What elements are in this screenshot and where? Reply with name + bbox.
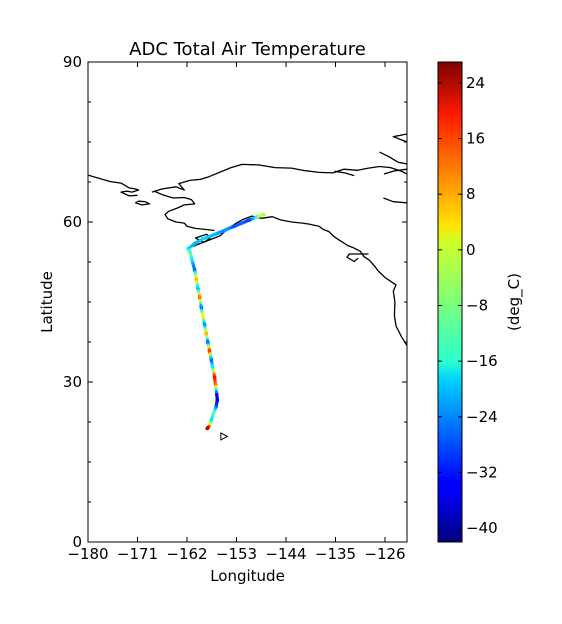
colorbar-gradient	[437, 61, 463, 543]
colorbar-tick-label: −40	[466, 519, 498, 537]
y-tick-label: 30	[63, 373, 82, 391]
coastline-2	[153, 190, 215, 232]
trajectory-segment-point	[192, 267, 196, 271]
coastline-0	[88, 174, 140, 197]
trajectory-segment-point	[239, 222, 243, 226]
plot-area	[87, 61, 408, 543]
colorbar-tick-label: −8	[466, 296, 488, 314]
x-tick-label: −135	[315, 545, 356, 563]
trajectory-segment-point	[261, 213, 266, 217]
colorbar-label: (deg_C)	[505, 273, 524, 331]
trajectory-segment-point	[206, 426, 210, 430]
trajectory-segment-point	[246, 218, 250, 222]
trajectory-segment-point	[196, 285, 200, 289]
plot-frame	[87, 61, 408, 543]
trajectory-segment-point	[204, 330, 208, 335]
trajectory-segment-point	[206, 339, 210, 343]
x-tick-label: −171	[117, 545, 158, 563]
colorbar-tick-label: 16	[466, 130, 485, 148]
x-tick-label: −144	[265, 545, 306, 563]
colorbar-tick-label: −32	[466, 463, 498, 481]
colorbar-tick-label: 0	[466, 241, 476, 259]
marker-triangle-right	[220, 432, 229, 441]
trajectory-segment-point	[214, 390, 219, 394]
y-tick-label: 0	[72, 533, 82, 551]
coastline-8	[392, 133, 407, 143]
coastline-layer	[88, 133, 407, 347]
colorbar-tick-label: 8	[466, 185, 476, 203]
x-tick-label: −126	[364, 545, 405, 563]
colorbar-tick-label: −16	[466, 352, 498, 370]
coastline-9	[383, 197, 407, 204]
coastline-3	[186, 215, 407, 347]
x-tick-label: −162	[166, 545, 207, 563]
colorbar-ticks: 24 16 8 0 −8 −16 −24 −32 −40	[438, 74, 498, 537]
trajectory-segment-point	[211, 365, 215, 369]
coastline-4	[346, 253, 369, 263]
coastline-7	[379, 151, 407, 165]
trajectory-segment-point	[190, 258, 194, 263]
flight-trajectory	[186, 212, 266, 431]
y-axis-label: Latitude	[38, 271, 56, 333]
colorbar-tick-label: −24	[466, 408, 498, 426]
coastline-5	[383, 168, 407, 175]
x-tick-label: −153	[216, 545, 257, 563]
trajectory-segment-point	[209, 356, 213, 360]
coastline-6	[334, 170, 355, 177]
trajectory-segment-point	[207, 348, 211, 352]
coastline-1	[151, 163, 407, 193]
coastline-10	[135, 200, 151, 206]
trajectory-segment-point	[194, 276, 198, 280]
marker-layer	[220, 432, 229, 441]
y-axis: 0 30 60 90	[63, 53, 407, 551]
trajectory-segment-point	[231, 225, 235, 229]
trajectory-segment-point	[201, 313, 205, 317]
colorbar-tick-label: 24	[466, 74, 485, 92]
trajectory-segment-point	[213, 382, 217, 386]
x-axis-label: Longitude	[210, 567, 285, 585]
x-tick-label: −180	[67, 545, 108, 563]
trajectory-segment-point	[197, 294, 201, 298]
trajectory-segment-point	[212, 373, 216, 377]
chart-title: ADC Total Air Temperature	[129, 39, 366, 60]
colorbar: 24 16 8 0 −8 −16 −24 −32 −40 (deg_C)	[437, 61, 524, 543]
y-tick-label: 90	[63, 53, 82, 71]
trajectory-segment-point	[199, 304, 203, 308]
trajectory-segment-point	[208, 234, 212, 238]
trajectory-segment-point	[188, 250, 192, 254]
trajectory-segment-point	[192, 242, 196, 246]
y-tick-label: 60	[63, 213, 82, 231]
trajectory-segment-point	[199, 238, 203, 242]
x-axis: −180 −171 −162 −153 −144 −135 −126	[67, 62, 406, 563]
trajectory-segment-point	[202, 321, 206, 326]
